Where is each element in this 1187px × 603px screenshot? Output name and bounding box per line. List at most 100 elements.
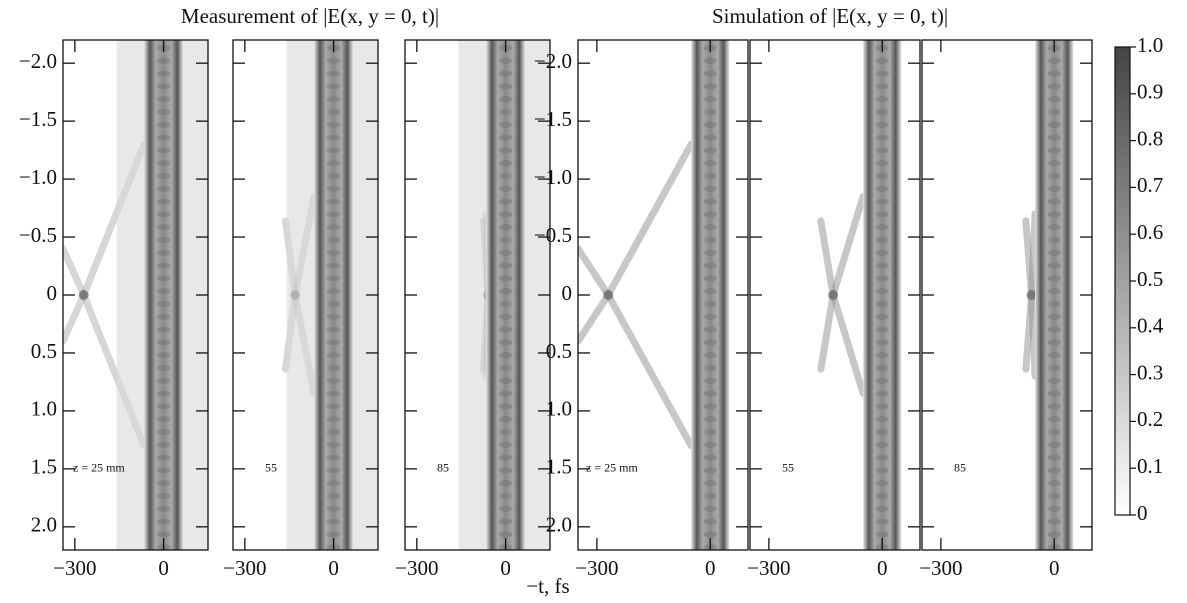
- beam-node: [156, 134, 171, 141]
- beam-node: [156, 275, 171, 282]
- beam-node: [156, 352, 171, 359]
- x-tick-label: −300: [223, 556, 266, 580]
- beam-node: [156, 70, 171, 77]
- heatmap-image: [282, 40, 378, 550]
- beam: [144, 40, 184, 550]
- beam-node: [326, 109, 341, 115]
- beam-node: [156, 518, 171, 525]
- beam-node: [1047, 326, 1061, 333]
- beam-node: [1047, 224, 1061, 231]
- beam-node: [326, 237, 341, 243]
- beam-node: [703, 198, 717, 205]
- y-tick-label: −2.0: [19, 49, 57, 73]
- beam-node: [875, 83, 889, 90]
- beam-node: [875, 480, 889, 487]
- beam-node: [326, 173, 341, 179]
- beam-node: [156, 531, 171, 538]
- beam-node: [1047, 173, 1061, 179]
- beam-node: [875, 185, 889, 192]
- panel: −300 0 55: [747, 39, 921, 580]
- panel-label: z = 25 mm: [73, 461, 125, 475]
- beam-node: [875, 198, 889, 205]
- beam-node: [156, 173, 171, 179]
- y-tick-label: 2.0: [31, 513, 57, 537]
- x-axis-label: −t, fs: [526, 574, 569, 598]
- beam-node: [703, 416, 717, 423]
- heatmap-image: [63, 40, 208, 550]
- beam-node: [498, 531, 513, 538]
- beam-node: [1047, 249, 1061, 256]
- y-tick-label: 0: [562, 281, 573, 305]
- beam-node: [1047, 467, 1061, 474]
- beam-node: [875, 416, 889, 423]
- beam-node: [703, 313, 717, 320]
- panel: −300 0 85: [395, 39, 551, 580]
- y-tick-label: 1.5: [546, 455, 572, 479]
- y-tick-label: 0.5: [546, 339, 572, 363]
- beam-node: [875, 121, 889, 128]
- beam-node: [498, 365, 513, 371]
- beam-node: [326, 70, 341, 77]
- beam-node: [703, 339, 717, 346]
- beam-node: [326, 352, 341, 359]
- beam-node: [156, 377, 171, 384]
- beam-node: [326, 403, 341, 410]
- beam-node: [1047, 505, 1061, 512]
- beam-node: [703, 493, 717, 499]
- y-tick-label: −1.5: [19, 107, 57, 131]
- title: Simulation of |E(x, y = 0, t)|: [712, 4, 948, 28]
- beam-node: [1047, 390, 1061, 397]
- beam-node: [156, 83, 171, 90]
- panel-label: 55: [782, 461, 794, 475]
- beam-node: [498, 288, 513, 295]
- beam-node: [156, 467, 171, 474]
- beam-node: [156, 441, 171, 448]
- beam-node: [875, 441, 889, 448]
- beam-node: [703, 224, 717, 231]
- beam-node: [1047, 211, 1061, 218]
- colorbar-tick-label: 0.7: [1137, 173, 1163, 197]
- beam-node: [498, 134, 513, 141]
- x-tick-label: 0: [158, 556, 169, 580]
- beam-node: [326, 454, 341, 461]
- beam-node: [326, 262, 341, 269]
- beam-node: [703, 390, 717, 397]
- beam-node: [703, 160, 717, 167]
- beam: [314, 40, 354, 550]
- beam-node: [703, 57, 717, 64]
- beam-node: [875, 288, 889, 295]
- beam-node: [498, 467, 513, 474]
- beam-node: [1047, 134, 1061, 141]
- y-tick-label: −0.5: [19, 223, 57, 247]
- y-tick-label: 2.0: [546, 513, 572, 537]
- beam: [863, 40, 902, 550]
- beam-node: [498, 454, 513, 461]
- beam-node: [498, 505, 513, 512]
- beam-node: [498, 441, 513, 448]
- beam-node: [326, 493, 341, 499]
- beam-node: [326, 121, 341, 128]
- beam-node: [1047, 275, 1061, 282]
- beam-node: [875, 160, 889, 167]
- beam-node: [703, 211, 717, 218]
- beam-node: [1047, 262, 1061, 269]
- y-tick-label: 1.0: [31, 397, 57, 421]
- beam-node: [498, 390, 513, 397]
- beam-node: [875, 505, 889, 512]
- x-pulse-arm: [63, 245, 88, 299]
- beam-node: [703, 480, 717, 487]
- colorbar-tick-label: 0.4: [1137, 314, 1164, 338]
- beam-node: [703, 505, 717, 512]
- beam-node: [156, 262, 171, 269]
- beam-node: [875, 390, 889, 397]
- beam-node: [156, 480, 171, 487]
- focus: [78, 290, 89, 300]
- beam-node: [875, 301, 889, 307]
- beam-node: [498, 173, 513, 179]
- beam-node: [498, 416, 513, 423]
- beam-node: [156, 416, 171, 423]
- beam-node: [326, 390, 341, 397]
- beam-node: [326, 134, 341, 141]
- heatmap-image: [817, 40, 902, 550]
